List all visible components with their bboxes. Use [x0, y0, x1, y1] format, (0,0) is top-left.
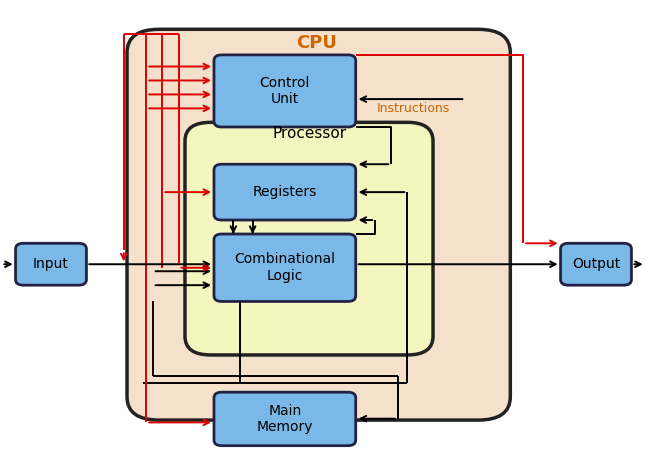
FancyBboxPatch shape: [185, 122, 433, 355]
Text: Combinational
Logic: Combinational Logic: [234, 252, 335, 283]
Text: Main
Memory: Main Memory: [257, 403, 313, 434]
Text: Control
Unit: Control Unit: [259, 76, 310, 106]
Text: Registers: Registers: [253, 185, 317, 199]
FancyBboxPatch shape: [16, 243, 87, 285]
FancyBboxPatch shape: [214, 164, 356, 220]
Text: Output: Output: [572, 257, 620, 271]
FancyBboxPatch shape: [127, 29, 510, 420]
FancyBboxPatch shape: [560, 243, 631, 285]
FancyBboxPatch shape: [214, 392, 356, 446]
Text: Input: Input: [33, 257, 69, 271]
FancyBboxPatch shape: [214, 234, 356, 301]
Text: Instructions: Instructions: [377, 102, 450, 115]
Text: CPU: CPU: [296, 34, 338, 52]
Text: Processor: Processor: [272, 126, 346, 141]
FancyBboxPatch shape: [214, 55, 356, 127]
